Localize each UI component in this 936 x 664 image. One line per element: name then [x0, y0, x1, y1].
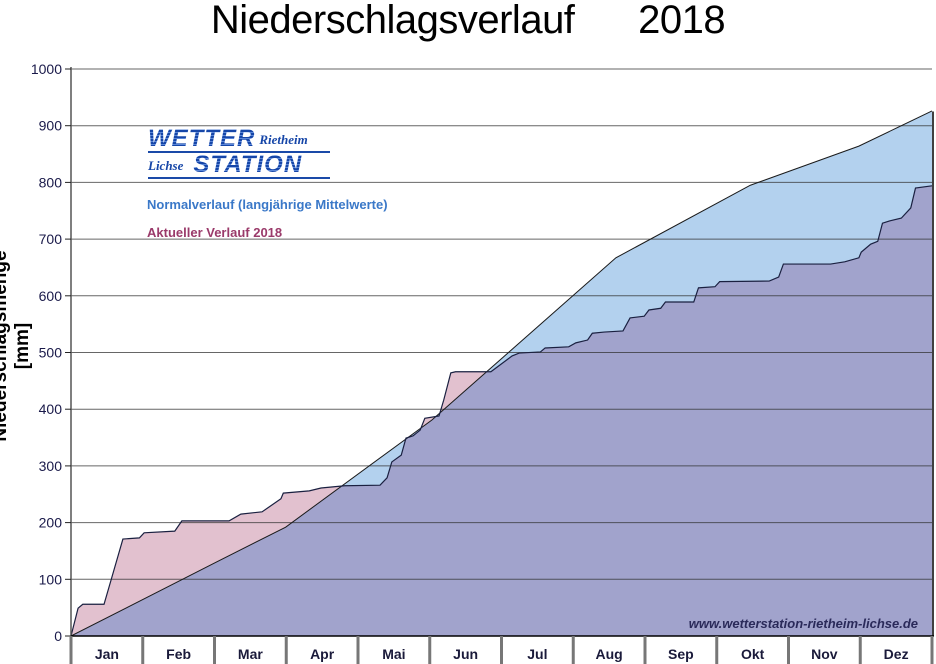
- month-label-mar: Mar: [238, 646, 263, 662]
- month-label-dez: Dez: [884, 646, 909, 662]
- website-link[interactable]: www.wetterstation-rietheim-lichse.de: [688, 616, 918, 631]
- month-label-jan: Jan: [95, 646, 119, 662]
- logo-lichse: Lichse: [148, 158, 184, 173]
- y-tick-label: 100: [39, 571, 63, 587]
- chart-title: Niederschlagsverlauf 2018: [210, 0, 726, 42]
- logo-rietheim: Rietheim: [259, 132, 308, 147]
- series-normal-line: [70, 110, 933, 637]
- wetterstation-logo: WETTER Rietheim Lichse STATION: [148, 125, 330, 179]
- y-tick-label: 1000: [31, 61, 62, 77]
- y-tick-label: 800: [39, 174, 63, 190]
- y-tick-label: 300: [39, 458, 63, 474]
- month-label-jul: Jul: [527, 646, 547, 662]
- month-label-nov: Nov: [811, 646, 838, 662]
- y-tick-label: 400: [39, 401, 63, 417]
- y-tick-label: 900: [39, 118, 63, 134]
- month-label-apr: Apr: [310, 646, 335, 662]
- month-label-feb: Feb: [166, 646, 191, 662]
- y-tick-label: 500: [39, 345, 63, 361]
- y-tick-label: 600: [39, 288, 63, 304]
- y-axis-label: Niederschlagsmenge [mm]: [0, 250, 33, 442]
- y-tick-label: 200: [39, 515, 63, 531]
- month-label-sep: Sep: [668, 646, 694, 662]
- series-actual-line: [70, 185, 933, 637]
- month-label-aug: Aug: [596, 646, 623, 662]
- legend-normal: Normalverlauf (langjährige Mittelwerte): [147, 197, 388, 212]
- month-label-jun: Jun: [453, 646, 478, 662]
- legend-actual: Aktueller Verlauf 2018: [147, 225, 283, 240]
- y-tick-label: 700: [39, 231, 63, 247]
- month-label-mai: Mai: [382, 646, 405, 662]
- y-tick-label: 0: [54, 628, 62, 644]
- logo-station: STATION: [193, 151, 303, 178]
- logo-wetter: WETTER: [148, 125, 256, 152]
- month-label-okt: Okt: [741, 646, 765, 662]
